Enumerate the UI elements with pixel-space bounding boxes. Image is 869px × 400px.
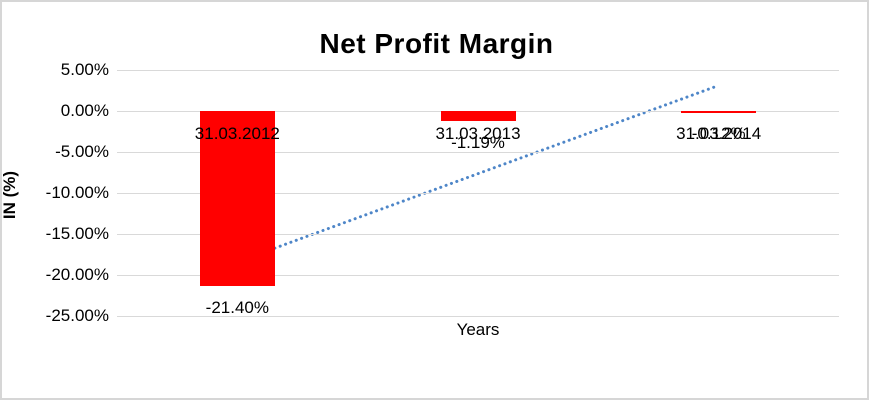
- data-label: -1.19%: [451, 132, 505, 152]
- gridline: [117, 152, 839, 153]
- y-axis-title: IN (%): [0, 170, 19, 220]
- chart-title: Net Profit Margin: [319, 28, 554, 59]
- y-axis-tick-label: -5.00%: [55, 142, 109, 161]
- y-axis-tick-label: -15.00%: [45, 224, 109, 243]
- y-axis-tick-label: -20.00%: [45, 265, 109, 284]
- y-axis-tick-label: -25.00%: [45, 306, 109, 325]
- bar-31.03.2014: [681, 111, 757, 113]
- gridline: [117, 316, 839, 317]
- bar-31.03.2012: [199, 111, 275, 287]
- y-axis-tick-label: -10.00%: [45, 183, 109, 202]
- data-label: -0.12%: [691, 123, 746, 143]
- gridline: [117, 234, 839, 235]
- gridline: [117, 193, 839, 194]
- category-label: 31.03.2014: [676, 124, 762, 143]
- gridline: [117, 275, 839, 276]
- y-axis-tick-label: 0.00%: [60, 101, 109, 120]
- y-axis-tick-label: 5.00%: [60, 60, 109, 79]
- category-label: 31.03.2012: [194, 124, 280, 143]
- gridline: [117, 70, 839, 71]
- x-axis-title: Years: [456, 320, 500, 339]
- data-label: -21.40%: [205, 298, 269, 318]
- bar-31.03.2013: [440, 111, 516, 121]
- category-label: 31.03.2013: [435, 124, 521, 143]
